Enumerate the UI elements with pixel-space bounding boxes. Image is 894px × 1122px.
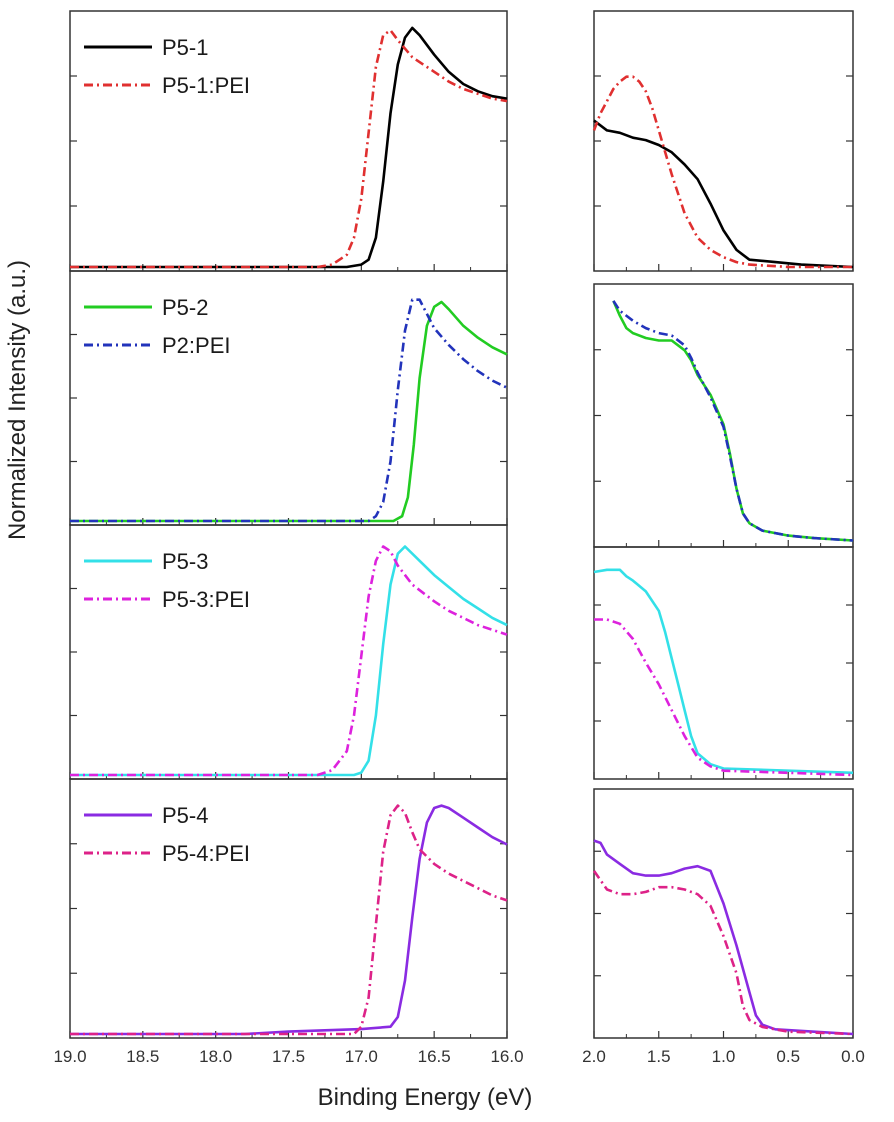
- legend-label: P5-4:PEI: [162, 841, 250, 866]
- valence-series-line: [592, 75, 853, 269]
- legend-label: P5-2: [162, 295, 208, 320]
- cutoff-series-line: [70, 26, 508, 269]
- right-panel-frame-4: [593, 788, 854, 1039]
- cutoff-series-line: [70, 545, 508, 777]
- right-panel-frame-2: [593, 283, 854, 548]
- left-xtick-label: 17.5: [272, 1047, 305, 1066]
- left-xtick-label: 19.0: [53, 1047, 86, 1066]
- right-xtick-label: 1.0: [712, 1047, 736, 1066]
- cutoff-series-line: [70, 298, 508, 523]
- y-axis-title: Normalized Intensity (a.u.): [4, 260, 31, 540]
- left-xtick-label: 16.0: [490, 1047, 523, 1066]
- right-xtick-label: 0.5: [776, 1047, 800, 1066]
- legend-label: P2:PEI: [162, 333, 230, 358]
- left-xtick-label: 16.5: [418, 1047, 451, 1066]
- left-xtick-label: 17.0: [345, 1047, 378, 1066]
- valence-series-line: [594, 618, 854, 777]
- left-panel-frame-4: [69, 778, 508, 1039]
- legend-label: P5-3:PEI: [162, 587, 250, 612]
- plot-area: P5-1 P5-1:PEI P5-2 P2:PEI P5-3 P5-3:PEI 19.0 18…: [53, 10, 865, 1066]
- cutoff-series-line: [70, 804, 508, 1036]
- legend-label: P5-1:PEI: [162, 73, 250, 98]
- legend-label: P5-4: [162, 803, 208, 828]
- left-xtick-label: 18.5: [126, 1047, 159, 1066]
- legend-label: P5-1: [162, 35, 208, 60]
- right-xtick-label: 2.0: [582, 1047, 606, 1066]
- right-xtick-label: 0.0: [841, 1047, 865, 1066]
- cutoff-series-line: [70, 545, 508, 777]
- valence-series-line: [593, 119, 854, 269]
- valence-series-line: [593, 839, 854, 1036]
- x-axis-title: Binding Energy (eV): [318, 1084, 533, 1111]
- left-panel-frame-2: [69, 270, 508, 526]
- valence-series-line: [612, 300, 854, 542]
- right-xtick-label: 1.5: [647, 1047, 671, 1066]
- left-panel-frame-1: [69, 10, 508, 272]
- cutoff-series-line: [70, 29, 508, 269]
- valence-series-line: [592, 870, 854, 1036]
- cutoff-series-line: [70, 300, 508, 523]
- cutoff-series-line: [70, 804, 508, 1036]
- left-panel-frame-3: [69, 524, 508, 780]
- legend-label: P5-3: [162, 549, 208, 574]
- valence-series-line: [593, 568, 854, 775]
- left-xtick-label: 18.0: [199, 1047, 232, 1066]
- valence-series-line: [612, 300, 854, 542]
